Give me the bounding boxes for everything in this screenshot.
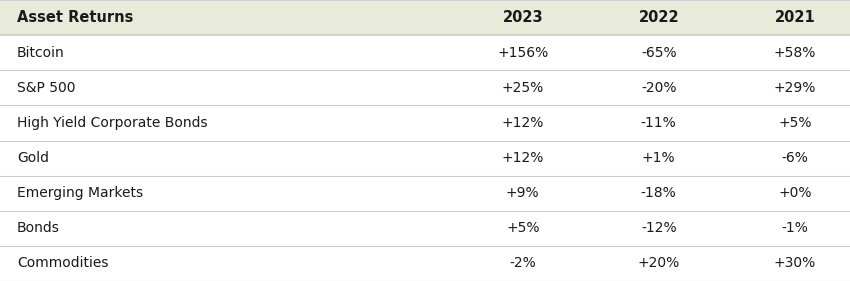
Text: -65%: -65% <box>641 46 677 60</box>
Text: 2023: 2023 <box>502 10 543 25</box>
Bar <box>0 35 850 70</box>
Text: Emerging Markets: Emerging Markets <box>17 186 143 200</box>
Text: +0%: +0% <box>778 186 812 200</box>
Text: +30%: +30% <box>774 257 816 270</box>
Text: Asset Returns: Asset Returns <box>17 10 133 25</box>
Text: +9%: +9% <box>506 186 540 200</box>
Text: +5%: +5% <box>506 221 540 235</box>
Text: +20%: +20% <box>638 257 680 270</box>
Text: -20%: -20% <box>641 81 677 95</box>
Bar <box>0 140 850 176</box>
Bar <box>0 246 850 281</box>
Text: +12%: +12% <box>502 116 544 130</box>
Text: -6%: -6% <box>781 151 808 165</box>
Text: -2%: -2% <box>509 257 536 270</box>
Bar <box>0 70 850 105</box>
Bar <box>0 211 850 246</box>
Text: -11%: -11% <box>641 116 677 130</box>
Text: High Yield Corporate Bonds: High Yield Corporate Bonds <box>17 116 207 130</box>
Text: S&P 500: S&P 500 <box>17 81 76 95</box>
Bar <box>0 176 850 211</box>
Text: -12%: -12% <box>641 221 677 235</box>
Text: +25%: +25% <box>502 81 544 95</box>
Text: +156%: +156% <box>497 46 548 60</box>
Text: Gold: Gold <box>17 151 49 165</box>
Text: +29%: +29% <box>774 81 816 95</box>
Text: 2021: 2021 <box>774 10 815 25</box>
Text: -1%: -1% <box>781 221 808 235</box>
Text: +5%: +5% <box>778 116 812 130</box>
Text: +1%: +1% <box>642 151 676 165</box>
Text: +58%: +58% <box>774 46 816 60</box>
Text: Bonds: Bonds <box>17 221 60 235</box>
Text: +12%: +12% <box>502 151 544 165</box>
Bar <box>0 105 850 140</box>
Bar <box>0 0 850 35</box>
Text: Commodities: Commodities <box>17 257 109 270</box>
Text: Bitcoin: Bitcoin <box>17 46 65 60</box>
Text: 2022: 2022 <box>638 10 679 25</box>
Text: -18%: -18% <box>641 186 677 200</box>
